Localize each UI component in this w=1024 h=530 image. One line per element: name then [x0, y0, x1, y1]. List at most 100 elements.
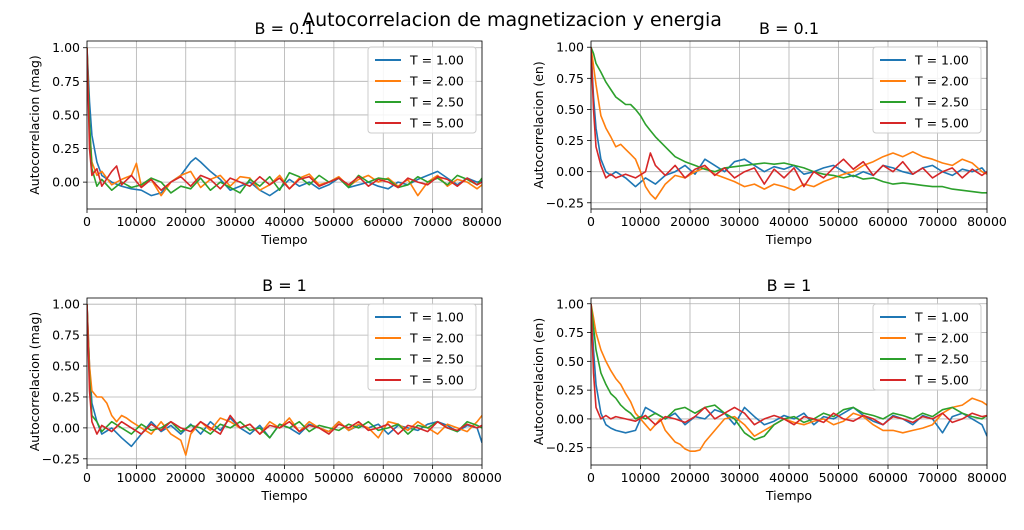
chart-mag-b01-xtick-label-6: 60000 — [363, 214, 403, 229]
subplot-en-b1: 0 10000 20000 30000 40000 50000 60000 70000 8000… — [531, 276, 1007, 503]
chart-en-b01-xtick-label-3: 30000 — [720, 214, 760, 229]
chart-en-b01-legend-label-3: T = 2.50 — [914, 95, 969, 110]
chart-mag-b1-series-line-4 — [87, 304, 482, 435]
chart-en-b1-legend-label-1: T = 1.00 — [914, 310, 969, 325]
chart-en-b01-ylabel: Autocorrelacion (en) — [531, 61, 546, 188]
chart-en-b01-xtick-label-6: 60000 — [868, 214, 908, 229]
chart-mag-b01-ytick-label-2: 0.50 — [52, 107, 80, 122]
chart-en-b01-xtick-label-0: 0 — [587, 214, 595, 229]
subplot-mag-b1: 0 10000 20000 30000 40000 50000 60000 70000 8000… — [27, 276, 502, 503]
chart-en-b01-legend-box — [872, 46, 982, 134]
chart-en-b01-ytick-label-1: 0.00 — [556, 164, 584, 179]
chart-mag-b1-legend: T = 1.00 T = 2.00 T = 2.50 T = 5.00 — [367, 303, 477, 391]
chart-mag-b01-legend-label-2: T = 2.00 — [409, 74, 464, 89]
chart-en-b1-xtick-label-3: 30000 — [720, 470, 760, 485]
chart-en-b1-series-line-3 — [591, 303, 987, 441]
chart-mag-b01-series-group — [87, 47, 482, 197]
chart-en-b1-series-line-2 — [591, 303, 987, 453]
chart-en-b01-ytick-label-3: 0.50 — [556, 102, 584, 117]
chart-mag-b1-series-group — [87, 304, 482, 456]
chart-mag-b1-legend-label-2: T = 2.00 — [409, 331, 464, 346]
chart-mag-b1-xtick-label-3: 30000 — [215, 470, 255, 485]
chart-en-b1-xtick-label-0: 0 — [587, 470, 595, 485]
chart-mag-b1-ytick-label-4: 0.75 — [52, 328, 80, 343]
chart-en-b1-legend-box — [872, 303, 982, 391]
chart-en-b1-xtick-label-8: 80000 — [967, 470, 1007, 485]
chart-mag-b01-legend-label-3: T = 2.50 — [409, 95, 464, 110]
chart-mag-b01-xtick-label-3: 30000 — [215, 214, 255, 229]
chart-mag-b01-legend: T = 1.00 T = 2.00 T = 2.50 T = 5.00 — [367, 46, 477, 134]
chart-en-b1-title: B = 1 — [767, 276, 812, 295]
chart-en-b1-xtick-label-5: 50000 — [819, 470, 859, 485]
chart-mag-b1-ytick-label-5: 1.00 — [52, 297, 80, 312]
chart-mag-b01-xtick-label-1: 10000 — [116, 214, 156, 229]
chart-mag-b01-xtick-label-7: 70000 — [413, 214, 453, 229]
chart-en-b1-legend-label-3: T = 2.50 — [914, 352, 969, 367]
chart-mag-b1-xtick-label-2: 20000 — [166, 470, 206, 485]
chart-en-b1-xtick-label-6: 60000 — [868, 470, 908, 485]
chart-mag-b01-xlabel: Tiempo — [260, 232, 307, 247]
chart-en-b1-ytick-label-1: 0.00 — [556, 411, 584, 426]
chart-en-b01-series-line-3 — [591, 46, 987, 194]
chart-en-b01-legend: T = 1.00 T = 2.00 T = 2.50 T = 5.00 — [872, 46, 982, 134]
chart-mag-b1-legend-label-3: T = 2.50 — [409, 352, 464, 367]
chart-mag-b01-ytick-label-4: 1.00 — [52, 40, 80, 55]
chart-mag-b1-legend-box — [367, 303, 477, 391]
chart-en-b1-series-group — [591, 303, 987, 453]
chart-en-b1-ytick-label-4: 0.75 — [556, 325, 584, 340]
chart-en-b1-xtick-label-1: 10000 — [621, 470, 661, 485]
chart-en-b01-legend-label-1: T = 1.00 — [914, 53, 969, 68]
chart-en-b1-legend: T = 1.00 T = 2.00 T = 2.50 T = 5.00 — [872, 303, 982, 391]
chart-en-b01-xtick-label-7: 70000 — [918, 214, 958, 229]
chart-mag-b1-ytick-label-1: 0.00 — [52, 420, 80, 435]
chart-en-b01-series-line-2 — [591, 47, 987, 200]
chart-mag-b01-legend-label-1: T = 1.00 — [409, 53, 464, 68]
chart-en-b01-xlabel: Tiempo — [765, 232, 812, 247]
chart-en-b1-ytick-label-2: 0.25 — [556, 383, 584, 398]
chart-en-b01-ytick-label-4: 0.75 — [556, 71, 584, 86]
chart-mag-b1-xtick-label-6: 60000 — [363, 470, 403, 485]
chart-mag-b1-xtick-label-0: 0 — [83, 470, 91, 485]
chart-mag-b1-legend-label-1: T = 1.00 — [409, 310, 464, 325]
chart-mag-b1-xtick-label-5: 50000 — [314, 470, 354, 485]
chart-mag-b1-legend-label-4: T = 5.00 — [409, 373, 464, 388]
chart-mag-b1-ylabel: Autocorrelacion (mag) — [27, 312, 42, 452]
chart-mag-b01-ytick-label-0: 0.00 — [52, 175, 80, 190]
chart-mag-b1-xlabel: Tiempo — [260, 488, 307, 503]
chart-mag-b01-series-line-4 — [87, 47, 482, 191]
chart-en-b01-series-group — [591, 46, 987, 200]
subplot-en-b01: 0 10000 20000 30000 40000 50000 60000 70000 8000… — [531, 19, 1007, 247]
figure-suptitle: Autocorrelacion de magnetizacion y energ… — [302, 9, 722, 31]
chart-mag-b1-xtick-label-7: 70000 — [413, 470, 453, 485]
chart-en-b1-xlabel: Tiempo — [765, 488, 812, 503]
chart-en-b1-ytick-label-0: −0.25 — [546, 440, 584, 455]
chart-en-b01-xtick-label-5: 50000 — [819, 214, 859, 229]
chart-mag-b01-xtick-label-0: 0 — [83, 214, 91, 229]
chart-mag-b1-xtick-label-4: 40000 — [265, 470, 305, 485]
chart-en-b01-xtick-label-4: 40000 — [769, 214, 809, 229]
chart-en-b1-xtick-label-2: 20000 — [670, 470, 710, 485]
chart-mag-b1-ytick-label-2: 0.25 — [52, 389, 80, 404]
chart-mag-b01-xtick-label-8: 80000 — [462, 214, 502, 229]
chart-en-b01-xtick-label-2: 20000 — [670, 214, 710, 229]
chart-mag-b01-xtick-label-4: 40000 — [265, 214, 305, 229]
chart-en-b01-series-line-4 — [591, 47, 987, 188]
chart-mag-b1-title: B = 1 — [262, 276, 307, 295]
chart-mag-b01-series-line-3 — [87, 47, 482, 194]
chart-mag-b1-xtick-label-8: 80000 — [462, 470, 502, 485]
chart-mag-b01-xtick-label-2: 20000 — [166, 214, 206, 229]
chart-en-b1-legend-label-4: T = 5.00 — [914, 373, 969, 388]
chart-en-b1-ytick-label-5: 1.00 — [556, 296, 584, 311]
chart-en-b01-xtick-label-8: 80000 — [967, 214, 1007, 229]
chart-mag-b01-title: B = 0.1 — [255, 19, 315, 38]
chart-mag-b1-ytick-label-3: 0.50 — [52, 359, 80, 374]
chart-en-b01-legend-label-2: T = 2.00 — [914, 74, 969, 89]
chart-mag-b01-ytick-label-3: 0.75 — [52, 74, 80, 89]
chart-mag-b01-legend-label-4: T = 5.00 — [409, 116, 464, 131]
chart-en-b1-series-line-4 — [591, 303, 987, 426]
chart-en-b1-xtick-label-7: 70000 — [918, 470, 958, 485]
chart-en-b1-xtick-label-4: 40000 — [769, 470, 809, 485]
chart-mag-b1-xtick-label-1: 10000 — [116, 470, 156, 485]
chart-mag-b01-ytick-label-1: 0.25 — [52, 141, 80, 156]
